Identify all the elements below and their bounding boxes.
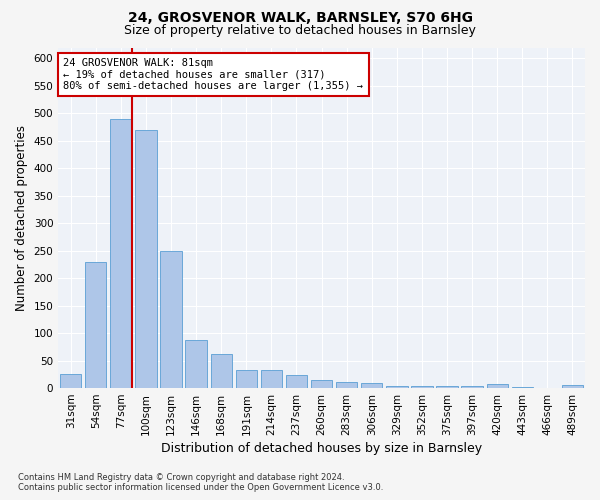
- Bar: [60, 374, 82, 388]
- Bar: [160, 250, 182, 388]
- Bar: [136, 130, 157, 388]
- Text: 24, GROSVENOR WALK, BARNSLEY, S70 6HG: 24, GROSVENOR WALK, BARNSLEY, S70 6HG: [128, 11, 473, 25]
- Bar: [236, 370, 257, 388]
- Bar: [185, 340, 207, 388]
- Bar: [311, 380, 332, 388]
- Bar: [85, 262, 106, 388]
- Bar: [286, 376, 307, 388]
- Text: 24 GROSVENOR WALK: 81sqm
← 19% of detached houses are smaller (317)
80% of semi-: 24 GROSVENOR WALK: 81sqm ← 19% of detach…: [64, 58, 364, 91]
- Bar: [336, 382, 358, 388]
- Bar: [512, 387, 533, 388]
- Bar: [411, 386, 433, 388]
- Bar: [386, 386, 407, 388]
- Bar: [361, 382, 382, 388]
- Text: Contains HM Land Registry data © Crown copyright and database right 2024.
Contai: Contains HM Land Registry data © Crown c…: [18, 473, 383, 492]
- Bar: [461, 386, 483, 388]
- Bar: [211, 354, 232, 388]
- Y-axis label: Number of detached properties: Number of detached properties: [15, 125, 28, 311]
- Text: Size of property relative to detached houses in Barnsley: Size of property relative to detached ho…: [124, 24, 476, 37]
- X-axis label: Distribution of detached houses by size in Barnsley: Distribution of detached houses by size …: [161, 442, 482, 455]
- Bar: [261, 370, 282, 388]
- Bar: [110, 119, 131, 388]
- Bar: [436, 386, 458, 388]
- Bar: [562, 386, 583, 388]
- Bar: [487, 384, 508, 388]
